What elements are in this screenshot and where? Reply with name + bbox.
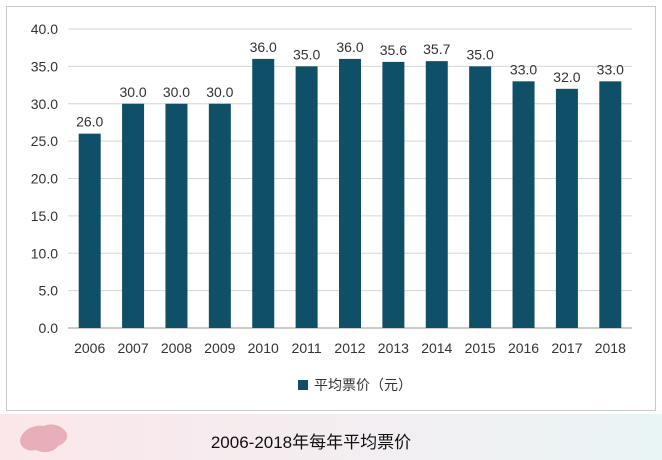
data-label: 26.0 — [76, 114, 103, 130]
bar — [599, 81, 622, 328]
data-label: 30.0 — [163, 84, 190, 100]
data-label: 35.0 — [467, 46, 494, 62]
x-tick-label: 2018 — [595, 340, 626, 356]
y-tick-label: 5.0 — [39, 283, 59, 299]
data-label: 36.0 — [336, 39, 363, 55]
x-tick-label: 2012 — [334, 340, 365, 356]
bar — [165, 103, 188, 328]
y-tick-label: 40.0 — [31, 21, 58, 37]
x-tick-label: 2011 — [292, 340, 322, 356]
legend-label: 平均票价（元） — [314, 377, 412, 393]
data-label: 32.0 — [553, 69, 580, 85]
bar — [425, 61, 448, 329]
y-tick-label: 15.0 — [31, 208, 58, 224]
legend-swatch — [298, 380, 308, 390]
bar-chart: 0.0 5.0 10.0 15.0 20.0 25.0 30.0 35.0 40.0 26.0 20… — [31, 21, 632, 393]
data-label: 35.0 — [293, 46, 320, 62]
y-tick-label: 0.0 — [39, 320, 59, 336]
bar — [555, 88, 578, 328]
footer-band — [0, 414, 662, 460]
decorative-map-icon — [20, 424, 68, 453]
caption-text: 2006-2018年每年平均票价 — [210, 433, 412, 452]
data-label: 35.7 — [423, 41, 450, 57]
x-tick-label: 2017 — [551, 340, 582, 356]
chart-frame — [6, 6, 656, 411]
y-tick-label: 30.0 — [31, 96, 58, 112]
bar — [512, 81, 535, 328]
bar — [208, 103, 231, 328]
y-tick-label: 25.0 — [31, 133, 58, 149]
x-tick-label: 2007 — [117, 340, 148, 356]
x-tick-label: 2010 — [248, 340, 279, 356]
bar — [252, 58, 275, 329]
x-tick-label: 2008 — [161, 340, 192, 356]
x-tick-label: 2009 — [204, 340, 235, 356]
bar — [122, 103, 145, 328]
y-tick-label: 10.0 — [31, 245, 58, 261]
data-label: 33.0 — [510, 61, 537, 77]
bar — [469, 66, 492, 328]
data-label: 33.0 — [597, 61, 624, 77]
x-tick-label: 2013 — [378, 340, 409, 356]
data-label: 30.0 — [206, 84, 233, 100]
bar — [295, 66, 318, 328]
bar — [382, 61, 405, 328]
data-label: 30.0 — [119, 84, 146, 100]
x-tick-label: 2016 — [508, 340, 539, 356]
data-label: 36.0 — [250, 39, 277, 55]
x-tick-label: 2006 — [74, 340, 105, 356]
x-tick-label: 2015 — [465, 340, 496, 356]
bar — [339, 58, 361, 329]
data-label: 35.6 — [380, 42, 407, 58]
chart-caption: 2006-2018年每年平均票价 — [0, 428, 662, 453]
y-tick-label: 20.0 — [31, 171, 58, 187]
x-tick-label: 2014 — [421, 340, 452, 356]
bar — [78, 133, 101, 328]
y-tick-label: 35.0 — [31, 58, 58, 74]
